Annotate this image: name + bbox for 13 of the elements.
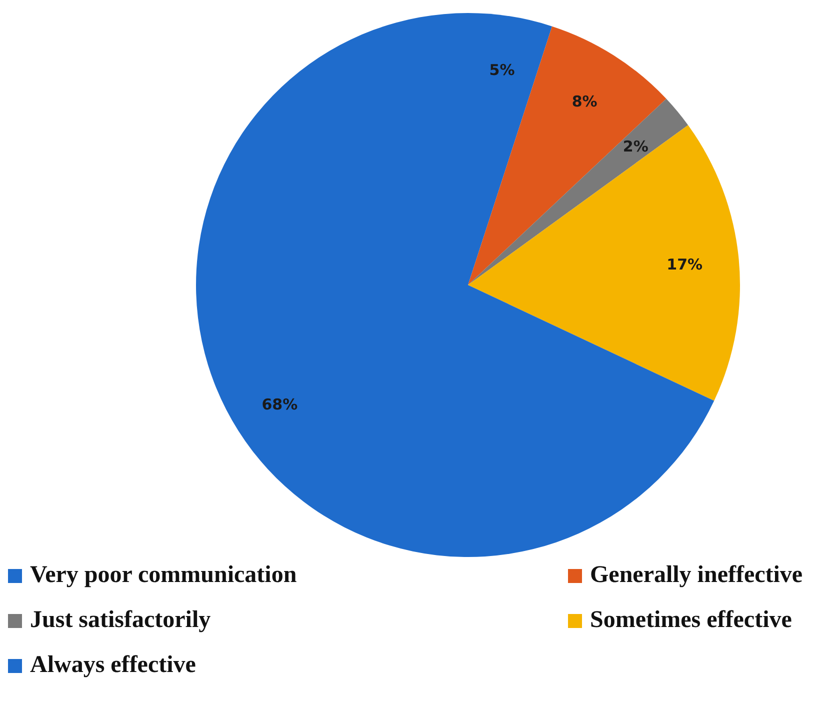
data-label: 17% [666, 256, 703, 274]
legend-label: Generally ineffective [590, 562, 803, 589]
data-label: 5% [489, 61, 515, 80]
data-label: 2% [622, 137, 648, 156]
legend-label: Sometimes effective [590, 607, 792, 634]
pie-slice [196, 13, 714, 557]
legend-label: Very poor communication [30, 562, 297, 589]
pie-slice [468, 125, 740, 401]
legend-label: Just satisfactorily [30, 607, 211, 634]
legend-label: Always effective [30, 652, 196, 679]
data-label: 8% [572, 92, 598, 110]
pie-slice [468, 26, 666, 285]
data-label: 68% [262, 396, 298, 414]
